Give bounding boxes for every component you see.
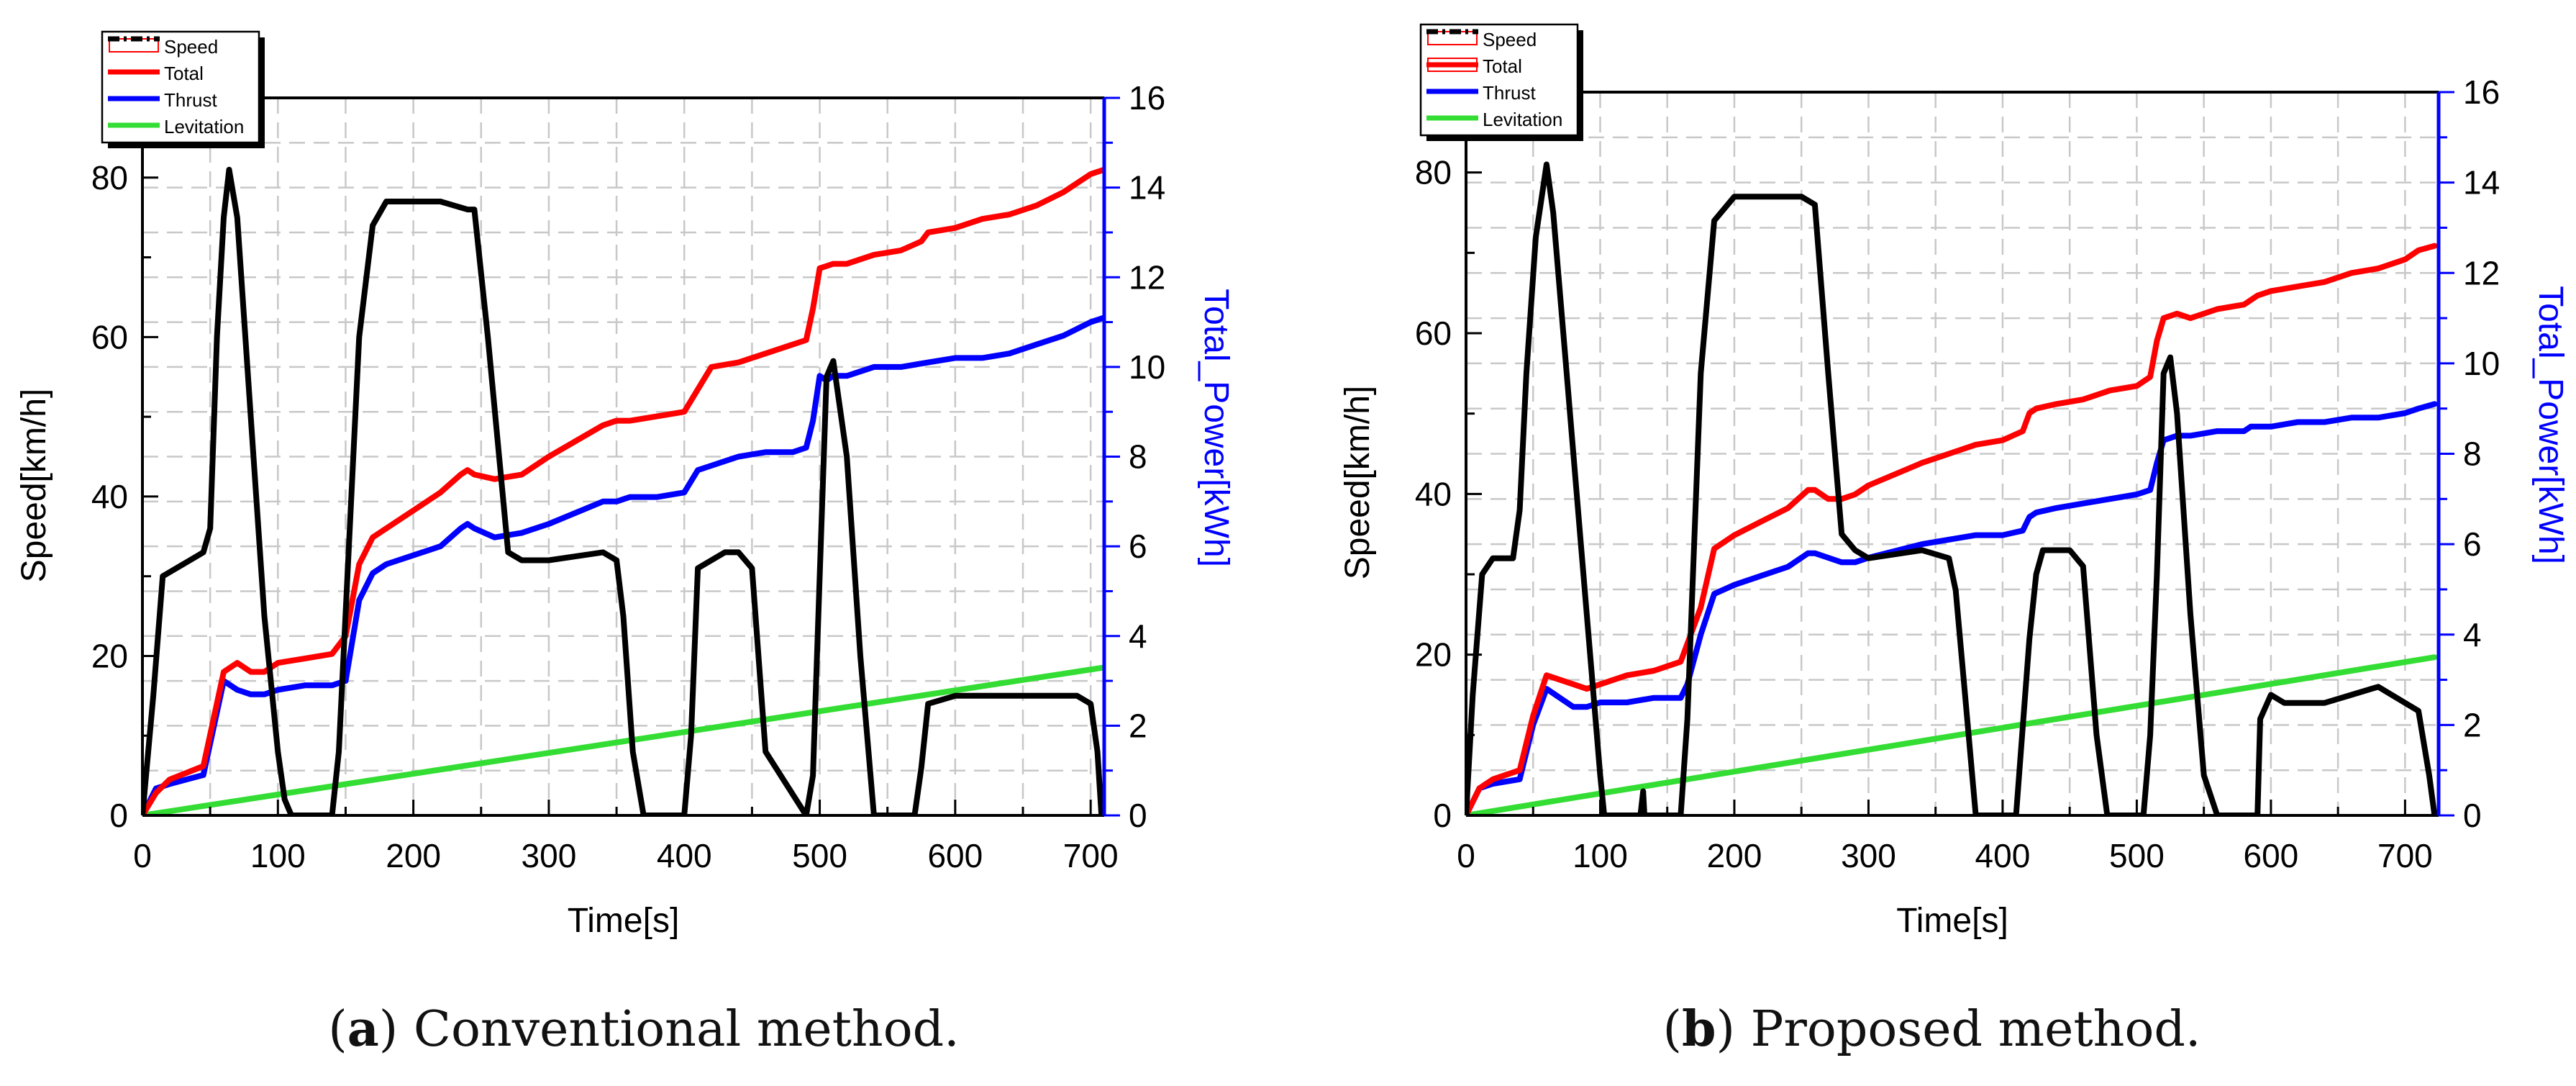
legend-label-speed: Speed — [164, 36, 218, 58]
legend: Speed Total Thrust Levitation — [101, 30, 265, 148]
y-right-tick-label: 4 — [2463, 616, 2482, 653]
y-left-axis-label: Speed[km/h] — [1339, 386, 1377, 579]
y-left-axis-label: Speed[km/h] — [15, 389, 53, 582]
legend-item-thrust: Thrust — [1426, 82, 1536, 104]
y-right-axis-label: Total_Power[kWh] — [1197, 289, 1235, 567]
legend-item-levitation: Levitation — [108, 116, 244, 137]
y-right-tick-label: 8 — [1129, 438, 1147, 476]
x-tick-label: 0 — [133, 837, 152, 874]
y-left-tick-label: 60 — [1415, 315, 1452, 352]
y-right-tick-label: 6 — [2463, 525, 2482, 563]
caption-a-label: a — [347, 1000, 379, 1058]
legend-item-speed: Speed — [1426, 29, 1537, 50]
x-tick-label: 600 — [2244, 837, 2299, 874]
x-tick-label: 500 — [792, 837, 847, 874]
series-line-total — [1466, 243, 2438, 815]
y-right-tick-label: 12 — [1129, 258, 1165, 296]
x-tick-label: 400 — [1975, 837, 2031, 874]
y-left-tick-label: 20 — [1415, 636, 1452, 674]
legend-label-total: Total — [1483, 55, 1522, 77]
x-axis-label: Time[s] — [1896, 902, 2008, 940]
legend-label-levitation: Levitation — [1483, 109, 1562, 130]
x-tick-label: 500 — [2109, 837, 2165, 874]
legend-item-levitation: Levitation — [1426, 109, 1562, 130]
y-left-tick-label: 40 — [1415, 475, 1452, 512]
y-left-tick-label: 20 — [91, 637, 128, 674]
y-right-axis-label: Total_Power[kWh] — [2531, 286, 2570, 564]
x-tick-label: 700 — [1063, 837, 1119, 874]
y-right-tick-label: 8 — [2463, 435, 2482, 473]
x-axis-label: Time[s] — [568, 902, 680, 940]
y-right-tick-label: 14 — [2463, 164, 2500, 202]
chart-panel-b: 0 100 200 300 400 500 600 700 0 20 40 60 80 0 2 4 6 8 10 12… — [1339, 23, 2570, 940]
chart-panel-a: 0 100 200 300 400 500 600 700 0 20 40 60 80 0 2 4 6 8 10 12… — [15, 30, 1235, 940]
series-line-speed — [142, 166, 1104, 815]
x-tick-label: 100 — [250, 837, 306, 874]
y-left-tick-label: 80 — [91, 159, 128, 196]
series-line-levitation — [1466, 654, 2438, 815]
y-right-tick-label: 10 — [1129, 348, 1165, 386]
x-tick-label: 0 — [1457, 837, 1475, 874]
caption-b: (b) Proposed method. — [1662, 1000, 2201, 1058]
y-right-tick-label: 0 — [2463, 797, 2482, 834]
legend-item-total: Total — [108, 63, 204, 84]
y-right-tick-label: 16 — [1129, 79, 1165, 117]
legend-label-thrust: Thrust — [164, 89, 217, 111]
x-tick-label: 300 — [522, 837, 577, 874]
caption-a-text: Conventional method. — [398, 1001, 960, 1058]
y-right-tick-label: 6 — [1129, 528, 1147, 565]
caption-b-label: b — [1681, 1000, 1716, 1058]
legend-label-thrust: Thrust — [1483, 82, 1536, 104]
y-left-tick-label: 0 — [109, 797, 128, 834]
legend-label-levitation: Levitation — [164, 116, 244, 137]
series-line-thrust — [1466, 401, 2438, 815]
legend-label-total: Total — [164, 63, 204, 84]
x-tick-label: 100 — [1573, 837, 1628, 874]
legend-label-speed: Speed — [1483, 29, 1537, 50]
series-line-levitation — [142, 664, 1104, 815]
legend-item-total: Total — [1426, 55, 1522, 77]
caption-a: (a) Conventional method. — [328, 1000, 960, 1058]
y-right-tick-label: 2 — [1129, 707, 1147, 744]
legend-item-speed: Speed — [108, 36, 218, 58]
y-right-tick-label: 4 — [1129, 617, 1147, 655]
x-tick-label: 700 — [2377, 837, 2433, 874]
series-line-total — [142, 166, 1104, 815]
caption-b-text: Proposed method. — [1735, 1001, 2201, 1058]
series-line-thrust — [142, 315, 1104, 815]
x-tick-label: 200 — [386, 837, 441, 874]
y-right-tick-label: 0 — [1129, 797, 1147, 834]
y-right-tick-label: 12 — [2463, 254, 2500, 291]
y-left-tick-label: 0 — [1433, 797, 1452, 834]
x-tick-label: 300 — [1841, 837, 1896, 874]
y-right-tick-label: 14 — [1129, 169, 1165, 207]
x-tick-label: 200 — [1707, 837, 1762, 874]
y-left-tick-label: 80 — [1415, 154, 1452, 191]
y-right-tick-label: 2 — [2463, 706, 2482, 743]
y-left-tick-label: 40 — [91, 478, 128, 515]
legend: Speed Total Thrust Levitation — [1419, 23, 1583, 141]
x-tick-label: 400 — [657, 837, 712, 874]
series-line-speed — [1466, 161, 2438, 815]
y-right-tick-label: 10 — [2463, 345, 2500, 382]
legend-item-thrust: Thrust — [108, 89, 217, 111]
x-tick-label: 600 — [927, 837, 983, 874]
y-left-tick-label: 60 — [91, 318, 128, 356]
y-right-tick-label: 16 — [2463, 73, 2500, 111]
